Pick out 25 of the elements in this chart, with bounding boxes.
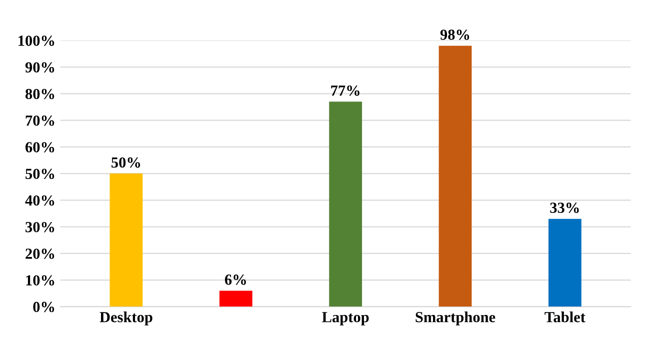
- data-label: 6%: [224, 274, 246, 285]
- x-tick-label: Smartphone: [416, 312, 496, 326]
- y-tick-label: 80%: [25, 88, 54, 100]
- data-label: 33%: [550, 202, 579, 213]
- data-label: 98%: [440, 30, 470, 40]
- x-tick-label: Tablet: [544, 312, 586, 322]
- y-tick-label: 0%: [33, 302, 54, 312]
- data-label: 77%: [331, 85, 360, 96]
- y-tick-label: 30%: [26, 222, 54, 232]
- bar: [219, 290, 252, 307]
- x-tick-label: Laptop: [322, 312, 369, 326]
- y-tick-label: 10%: [26, 275, 54, 286]
- bar: [438, 46, 472, 307]
- y-tick-label: 100%: [18, 36, 54, 46]
- y-tick-label: 70%: [26, 115, 54, 126]
- y-tick-label: 50%: [26, 168, 54, 180]
- y-tick-label: 20%: [26, 248, 54, 259]
- bar: [329, 102, 362, 307]
- bar: [548, 218, 582, 307]
- data-label: 50%: [112, 157, 140, 168]
- y-tick-label: 90%: [25, 62, 54, 73]
- y-tick-label: 40%: [25, 195, 54, 206]
- x-tick-label: Desktop: [100, 312, 152, 326]
- bar: [110, 174, 143, 307]
- y-tick-label: 60%: [25, 142, 54, 152]
